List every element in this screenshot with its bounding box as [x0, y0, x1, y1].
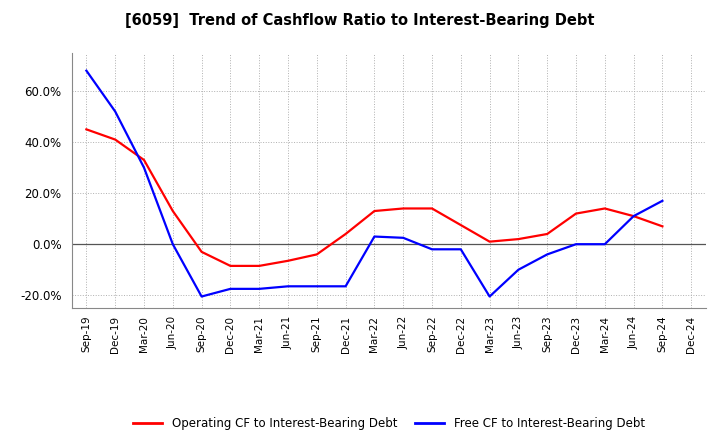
Text: [6059]  Trend of Cashflow Ratio to Interest-Bearing Debt: [6059] Trend of Cashflow Ratio to Intere… [125, 13, 595, 28]
Legend: Operating CF to Interest-Bearing Debt, Free CF to Interest-Bearing Debt: Operating CF to Interest-Bearing Debt, F… [128, 412, 649, 435]
